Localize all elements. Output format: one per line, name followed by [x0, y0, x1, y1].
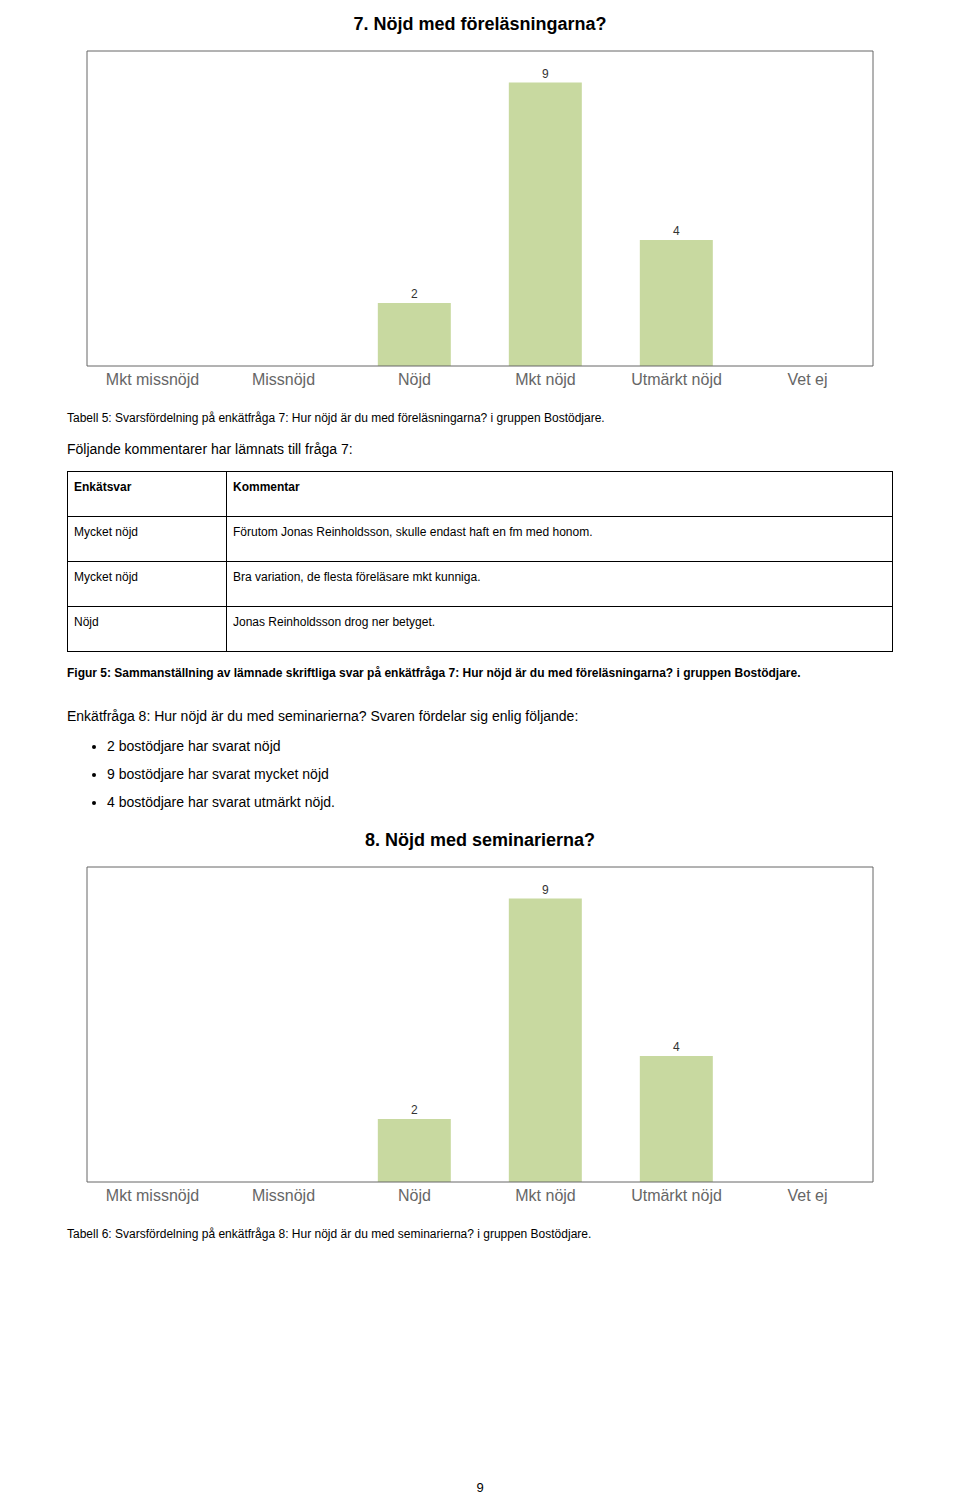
svg-text:Missnöjd: Missnöjd: [252, 371, 315, 388]
svg-text:Vet ej: Vet ej: [787, 1187, 827, 1204]
html-text:Enkätfråga 8: Hur nöjd är du m: Enkätfråga 8: Hur nöjd är du med seminar…: [67, 708, 579, 724]
html-text:8. Nöjd med seminarierna?: 8. Nöjd med seminarierna?: [365, 830, 595, 850]
svg-text:4: 4: [673, 1040, 680, 1054]
svg-text:2: 2: [411, 287, 418, 301]
svg-text:Missnöjd: Missnöjd: [252, 1187, 315, 1204]
html-text:Förutom Jonas Reinholdsson, sk: Förutom Jonas Reinholdsson, skulle endas…: [233, 525, 593, 539]
html-text:Enkätsvar: Enkätsvar: [74, 480, 132, 494]
html-text:Mycket nöjd: Mycket nöjd: [74, 525, 138, 539]
html-text:Tabell 6: Svarsfördelning på e: Tabell 6: Svarsfördelning på enkätfråga …: [67, 1227, 592, 1241]
svg-text:Mkt nöjd: Mkt nöjd: [515, 1187, 575, 1204]
svg-text:9: 9: [542, 67, 549, 81]
svg-text:Utmärkt nöjd: Utmärkt nöjd: [631, 1187, 722, 1204]
svg-text:Nöjd: Nöjd: [398, 1187, 431, 1204]
html-text:9 bostödjare har svarat mycket: 9 bostödjare har svarat mycket nöjd: [107, 766, 329, 782]
html-text:Bra variation, de flesta förel: Bra variation, de flesta föreläsare mkt …: [233, 570, 481, 584]
svg-text:Utmärkt nöjd: Utmärkt nöjd: [631, 371, 722, 388]
html-text:Mycket nöjd: Mycket nöjd: [74, 570, 138, 584]
svg-text:Vet ej: Vet ej: [787, 371, 827, 388]
svg-text:Mkt nöjd: Mkt nöjd: [515, 371, 575, 388]
html-text:Följande kommentarer har lämna: Följande kommentarer har lämnats till fr…: [67, 441, 353, 457]
html-text:7. Nöjd med föreläsningarna?: 7. Nöjd med föreläsningarna?: [353, 14, 607, 34]
svg-text:2: 2: [411, 1103, 418, 1117]
html-text:Kommentar: Kommentar: [233, 480, 300, 494]
svg-text:9: 9: [542, 883, 549, 897]
svg-text:Nöjd: Nöjd: [398, 371, 431, 388]
html-text:Jonas Reinholdsson drog ner be: Jonas Reinholdsson drog ner betyget.: [233, 615, 436, 629]
svg-text:Mkt missnöjd: Mkt missnöjd: [106, 1187, 199, 1204]
html-text:Nöjd: Nöjd: [74, 615, 99, 629]
html-text:2 bostödjare har svarat nöjd: 2 bostödjare har svarat nöjd: [107, 738, 281, 754]
svg-text:Mkt missnöjd: Mkt missnöjd: [106, 371, 199, 388]
html-text:Tabell 5: Svarsfördelning på e: Tabell 5: Svarsfördelning på enkätfråga …: [67, 411, 605, 425]
html-text:4 bostödjare har svarat utmärk: 4 bostödjare har svarat utmärkt nöjd.: [107, 794, 335, 810]
html-text:Figur 5: Sammanställning av lä: Figur 5: Sammanställning av lämnade skri…: [67, 666, 801, 680]
svg-text:4: 4: [673, 224, 680, 238]
html-text:9: 9: [476, 1480, 484, 1495]
